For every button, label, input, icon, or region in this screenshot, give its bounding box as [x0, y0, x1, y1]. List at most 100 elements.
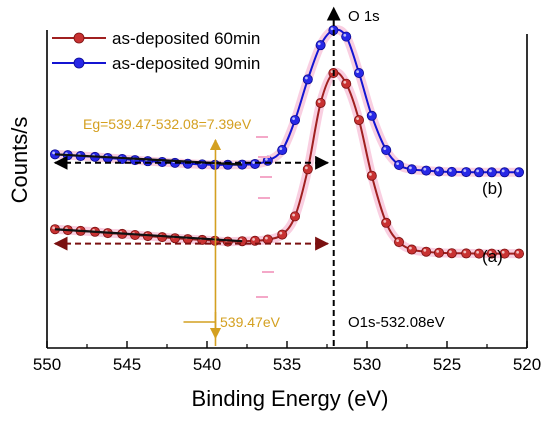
data-point-highlight	[305, 76, 308, 80]
data-point-highlight	[423, 167, 427, 171]
data-point	[514, 248, 525, 259]
data-point	[446, 166, 457, 177]
data-point	[222, 236, 233, 247]
data-point	[353, 115, 364, 126]
data-point-highlight	[292, 213, 295, 217]
data-point-highlight	[489, 250, 492, 254]
data-point	[302, 164, 313, 175]
data-point-highlight	[252, 161, 256, 164]
data-point	[381, 217, 392, 228]
data-point	[421, 246, 432, 257]
data-point-highlight	[449, 169, 452, 172]
data-point	[421, 165, 432, 176]
data-point	[315, 97, 326, 108]
data-point-highlight	[396, 239, 399, 243]
data-point-highlight	[252, 237, 256, 241]
eg-label: Eg=539.47-532.08=7.39eV	[83, 116, 252, 132]
data-point-highlight	[396, 162, 399, 166]
data-point	[289, 115, 300, 126]
data-point-highlight	[409, 246, 412, 250]
data-point-highlight	[52, 151, 55, 155]
series-a-label: (a)	[482, 247, 503, 266]
data-point	[433, 247, 444, 258]
data-point-highlight	[317, 100, 321, 103]
data-point	[499, 167, 510, 178]
data-point-highlight	[489, 169, 492, 173]
data-point-highlight	[265, 157, 268, 161]
data-point-highlight	[436, 249, 439, 253]
x-tick-label: 535	[273, 355, 301, 374]
data-point-highlight	[369, 172, 372, 176]
peak-label: O 1s	[348, 8, 380, 25]
data-point-highlight	[449, 250, 452, 254]
peak-value-label: O1s-532.08eV	[348, 314, 445, 331]
data-point	[366, 170, 377, 181]
x-tick-label: 530	[353, 355, 381, 374]
data-point	[514, 167, 525, 178]
data-point-highlight	[409, 166, 412, 170]
data-point-highlight	[463, 169, 467, 173]
data-point-highlight	[330, 70, 334, 73]
onset-label: 539.47eV	[220, 314, 281, 330]
data-point-highlight	[343, 33, 347, 37]
data-point	[289, 211, 300, 222]
data-point-highlight	[356, 70, 359, 73]
data-point-highlight	[265, 236, 268, 240]
data-point-highlight	[476, 250, 479, 254]
data-point	[142, 156, 153, 167]
data-point	[353, 68, 364, 79]
data-point	[473, 167, 484, 178]
data-point	[486, 167, 497, 178]
legend: as-deposited 60min as-deposited 90min	[52, 29, 260, 73]
legend-marker-b	[73, 57, 85, 69]
data-point-highlight	[516, 250, 519, 254]
data-point-highlight	[369, 113, 372, 116]
data-point	[182, 234, 193, 245]
data-point	[277, 229, 288, 240]
y-axis-label: Counts/s	[7, 117, 32, 204]
legend-label-a: as-deposited 60min	[112, 29, 260, 48]
data-point-highlight	[501, 169, 505, 173]
data-point-highlight	[383, 220, 387, 223]
x-tick-label: 545	[113, 355, 141, 374]
x-axis-label: Binding Energy (eV)	[192, 386, 389, 411]
series-b	[50, 25, 525, 178]
data-point	[393, 237, 404, 248]
data-point-highlight	[343, 80, 347, 84]
plot-frame	[46, 30, 528, 349]
data-point	[433, 166, 444, 177]
data-point-highlight	[279, 231, 283, 235]
data-point	[341, 31, 352, 42]
x-tick-label: 525	[433, 355, 461, 374]
data-point	[461, 167, 472, 178]
data-point-highlight	[330, 27, 334, 31]
legend-label-b: as-deposited 90min	[112, 54, 260, 73]
data-point	[366, 110, 377, 121]
data-point-highlight	[279, 147, 283, 151]
data-point-highlight	[423, 248, 427, 252]
data-point	[341, 78, 352, 89]
data-point-highlight	[52, 226, 55, 230]
data-point	[381, 145, 392, 156]
data-point-highlight	[356, 117, 359, 121]
data-point-highlight	[436, 168, 439, 172]
data-point-highlight	[516, 169, 519, 173]
x-tick-label: 520	[513, 355, 541, 374]
annotation-layer	[53, 6, 341, 346]
data-point	[302, 74, 313, 85]
series-b-label: (b)	[482, 179, 503, 198]
data-point-highlight	[383, 147, 387, 151]
data-point	[249, 158, 260, 169]
x-tick-label: 550	[33, 355, 61, 374]
x-tick-label: 540	[193, 355, 221, 374]
data-point-highlight	[501, 250, 505, 254]
data-point	[446, 248, 457, 259]
x-axis-ticks: 550 545 540 535 530 525 520	[33, 341, 541, 374]
legend-marker-a	[73, 32, 85, 44]
data-point-highlight	[317, 42, 321, 46]
data-point	[315, 40, 326, 51]
data-point	[393, 160, 404, 171]
data-point	[406, 244, 417, 255]
